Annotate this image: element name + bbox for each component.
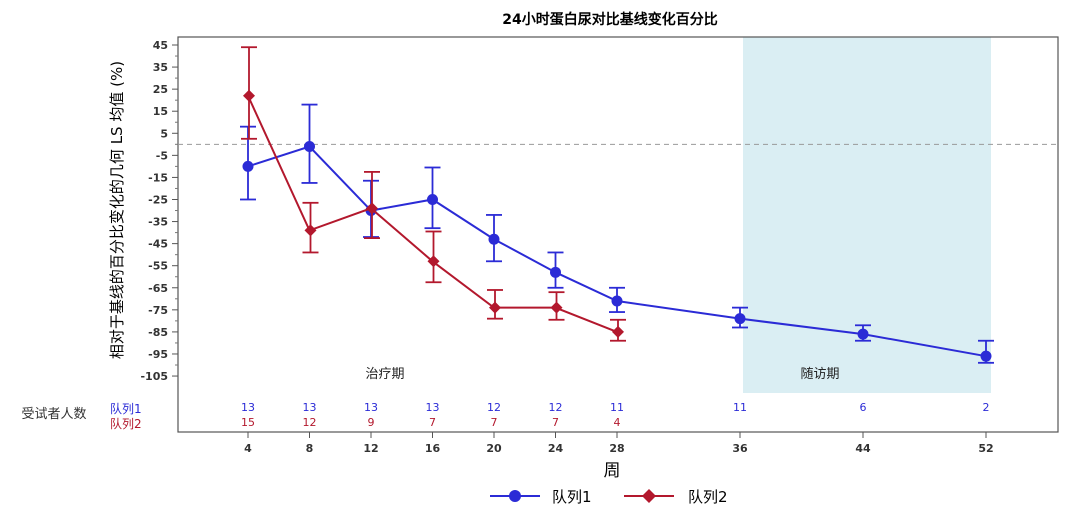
y-tick-label: -65 (148, 282, 168, 295)
subject-count: 12 (487, 401, 501, 414)
y-tick-label: -85 (148, 326, 168, 339)
data-point (857, 328, 869, 340)
legend-marker-series2 (642, 489, 656, 503)
followup-region (743, 37, 991, 393)
data-point (427, 255, 440, 268)
data-point (734, 313, 746, 325)
data-point (612, 325, 624, 338)
y-tick-label: -75 (148, 304, 168, 317)
data-point (980, 350, 992, 362)
x-tick-label: 44 (855, 442, 871, 455)
subject-count: 12 (303, 416, 317, 429)
subject-count: 7 (552, 416, 559, 429)
subjects-label: 受试者人数 (21, 407, 86, 422)
data-point (488, 233, 500, 245)
series-line (247, 145, 987, 358)
chart-title: 24小时蛋白尿对比基线变化百分比 (502, 11, 717, 28)
y-tick-label: 5 (160, 127, 168, 140)
x-axis-label: 周 (604, 461, 621, 481)
data-point (550, 266, 561, 278)
legend: 队列1 队列2 (490, 488, 728, 506)
subject-count: 7 (491, 416, 498, 429)
data-point (427, 193, 438, 205)
y-tick-label: -55 (148, 260, 168, 273)
x-tick-label: 8 (306, 442, 314, 455)
subject-count: 13 (364, 401, 378, 414)
x-tick-label: 28 (609, 442, 624, 455)
y-tick-label: 45 (153, 39, 168, 52)
subjects-series1-label: 队列1 (110, 401, 142, 416)
subjects-series2-label: 队列2 (110, 416, 142, 431)
subject-count: 12 (549, 401, 563, 414)
y-tick-label: -35 (148, 216, 168, 229)
x-tick-label: 36 (732, 442, 748, 455)
x-tick-label: 12 (363, 442, 378, 455)
y-axis-label: 相对于基线的百分比变化的几何 LS 均值 (%) (108, 61, 126, 359)
y-tick-label: -15 (148, 171, 168, 184)
data-point (243, 89, 255, 102)
subject-count: 4 (614, 416, 621, 429)
x-tick-label: 52 (978, 442, 993, 455)
data-point (304, 224, 317, 237)
subject-count: 2 (983, 401, 990, 414)
x-tick-label: 20 (486, 442, 502, 455)
legend-series1: 队列1 (552, 488, 592, 506)
series-2: 15 12 9 7 7 7 4 (241, 46, 626, 429)
subject-count: 11 (610, 401, 624, 414)
data-point (550, 301, 563, 314)
subject-count: 13 (426, 401, 440, 414)
y-tick-label: 35 (153, 61, 168, 74)
y-tick-label: -5 (156, 149, 168, 162)
y-tick-label: -25 (148, 193, 168, 206)
data-point (611, 295, 623, 307)
x-tick-label: 16 (425, 442, 441, 455)
y-tick-label: 25 (153, 83, 168, 96)
data-point (242, 160, 254, 172)
subject-count: 9 (368, 416, 375, 429)
subject-count: 11 (733, 401, 747, 414)
plot-frame (177, 36, 1059, 433)
subject-count: 13 (303, 401, 317, 414)
y-tick-label: -95 (148, 348, 168, 361)
legend-series2: 队列2 (688, 488, 728, 506)
subject-count: 13 (241, 401, 255, 414)
y-tick-label: -105 (140, 370, 168, 383)
treatment-period-label: 治疗期 (365, 367, 404, 382)
subject-count: 7 (429, 416, 436, 429)
legend-marker-series1 (509, 490, 521, 502)
subject-count: 15 (241, 416, 255, 429)
data-point (489, 301, 501, 314)
x-tick-label: 4 (244, 442, 252, 455)
x-tick-label: 24 (548, 442, 564, 455)
data-point (304, 141, 315, 153)
followup-period-label: 随访期 (800, 367, 839, 382)
y-tick-label: 15 (153, 105, 168, 118)
data-point (366, 202, 378, 215)
y-tick-label: -45 (148, 238, 168, 251)
subject-count: 6 (860, 401, 867, 414)
